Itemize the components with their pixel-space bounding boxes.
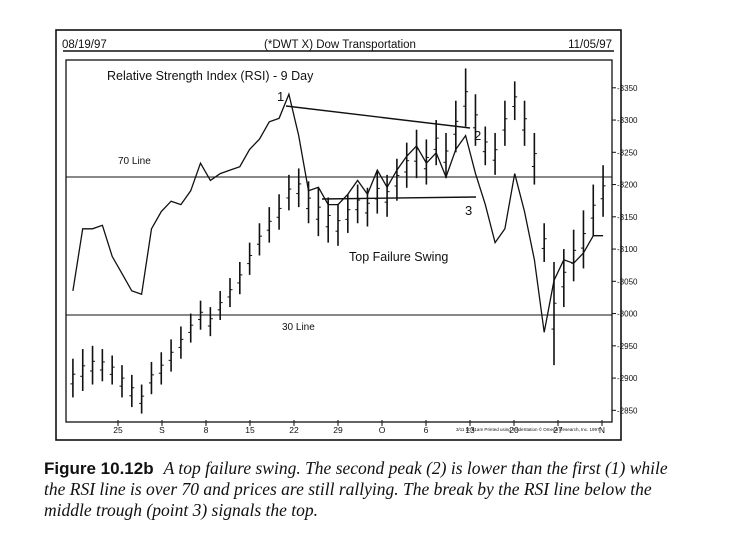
- price-bar: [394, 158, 400, 201]
- price-bar: [276, 194, 282, 230]
- price-bar: [178, 326, 184, 359]
- price-tick-label: -3100: [617, 245, 638, 254]
- price-bar: [433, 120, 439, 166]
- price-tick-label: -2900: [617, 374, 638, 383]
- date-axis: 25 S 8 15 22 29 O 6 13 20 27 N: [113, 420, 605, 435]
- price-bar: [198, 300, 204, 330]
- caption-text: A top failure swing. The second peak (2)…: [44, 458, 668, 520]
- trough-3-label: 3: [465, 203, 472, 218]
- price-bar: [315, 187, 321, 237]
- price-bar: [256, 223, 262, 256]
- price-tick-label: -3200: [617, 181, 638, 190]
- price-tick-label: -3150: [617, 213, 638, 222]
- price-bar: [217, 290, 223, 321]
- price-bar: [600, 165, 606, 217]
- line-70-label: 70 Line: [118, 156, 151, 167]
- pattern-label: Top Failure Swing: [349, 250, 448, 264]
- date-tick-label: 8: [204, 425, 209, 435]
- rsi-chart: 08/19/97 (*DWT X) Dow Transportation 11/…: [55, 29, 638, 441]
- price-bar: [99, 349, 105, 382]
- price-tick-label: -2850: [617, 406, 638, 415]
- price-bar: [335, 203, 341, 246]
- price-bar: [296, 168, 302, 208]
- price-tick-label: -3350: [617, 84, 638, 93]
- price-bar: [266, 207, 272, 243]
- date-tick-label: 22: [289, 425, 299, 435]
- price-tick-label: -3250: [617, 148, 638, 157]
- date-tick-label: N: [599, 425, 605, 435]
- price-bar: [463, 68, 469, 127]
- price-bar: [247, 242, 253, 275]
- price-tick-label: -3000: [617, 310, 638, 319]
- price-bar: [590, 184, 596, 237]
- price-bar: [404, 142, 410, 188]
- price-bar: [482, 126, 488, 166]
- price-bar: [80, 349, 86, 391]
- header-date-left: 08/19/97: [62, 39, 107, 51]
- price-bar: [207, 307, 213, 337]
- price-bar: [531, 132, 537, 185]
- price-bar: [227, 278, 233, 308]
- price-bar: [502, 100, 508, 146]
- date-tick-label: 25: [113, 425, 123, 435]
- price-bar: [139, 384, 145, 414]
- price-tick-label: -3050: [617, 277, 638, 286]
- price-bars: [70, 68, 606, 414]
- price-bar: [384, 174, 390, 217]
- date-tick-label: 20: [509, 425, 519, 435]
- price-bar: [129, 374, 135, 408]
- price-bar: [90, 345, 96, 385]
- figure-caption: Figure 10.12b A top failure swing. The se…: [44, 458, 684, 521]
- date-tick-label: 27: [553, 425, 563, 435]
- caption-label: Figure 10.12b: [44, 459, 154, 478]
- price-bar: [286, 174, 292, 211]
- price-tick-label: -2950: [617, 342, 638, 351]
- price-bar: [561, 249, 567, 308]
- date-tick-label: O: [379, 425, 386, 435]
- peak-connector-line: [285, 105, 471, 129]
- price-bar: [168, 339, 174, 372]
- rsi-line: [72, 92, 604, 333]
- price-bar: [109, 355, 115, 385]
- price-bar: [119, 365, 125, 398]
- date-tick-label: 6: [424, 425, 429, 435]
- price-bar: [443, 132, 449, 179]
- price-bar: [492, 132, 498, 175]
- price-bar: [580, 210, 586, 269]
- footer-credit: 3/11 10:51am Printed using TradeStation …: [456, 426, 600, 432]
- price-axis: -3350 -3300 -3250 -3200 -3150 -3100 -3050 -3000…: [612, 84, 638, 415]
- price-bar: [158, 352, 164, 385]
- date-tick-label: S: [159, 425, 165, 435]
- price-bar: [541, 223, 547, 262]
- peak-1-label: 1: [277, 89, 284, 104]
- price-bar: [70, 358, 76, 398]
- header-symbol: (*DWT X) Dow Transportation: [264, 39, 416, 51]
- price-bar: [148, 361, 154, 395]
- price-bar: [522, 100, 528, 146]
- chart-title: Relative Strength Index (RSI) - 9 Day: [107, 69, 314, 83]
- price-bar: [512, 81, 518, 121]
- header-date-right: 11/05/97: [568, 39, 612, 51]
- date-tick-label: 29: [333, 425, 343, 435]
- price-bar: [345, 194, 351, 233]
- trough-support-line: [321, 196, 477, 200]
- price-bar: [472, 94, 478, 146]
- date-tick-label: 13: [465, 425, 475, 435]
- price-tick-label: -3300: [617, 116, 638, 125]
- price-bar: [188, 313, 194, 343]
- date-tick-label: 15: [245, 425, 255, 435]
- line-30-label: 30 Line: [282, 322, 315, 333]
- price-bar: [355, 184, 361, 224]
- peak-2-label: 2: [474, 128, 481, 143]
- price-bar: [237, 261, 243, 295]
